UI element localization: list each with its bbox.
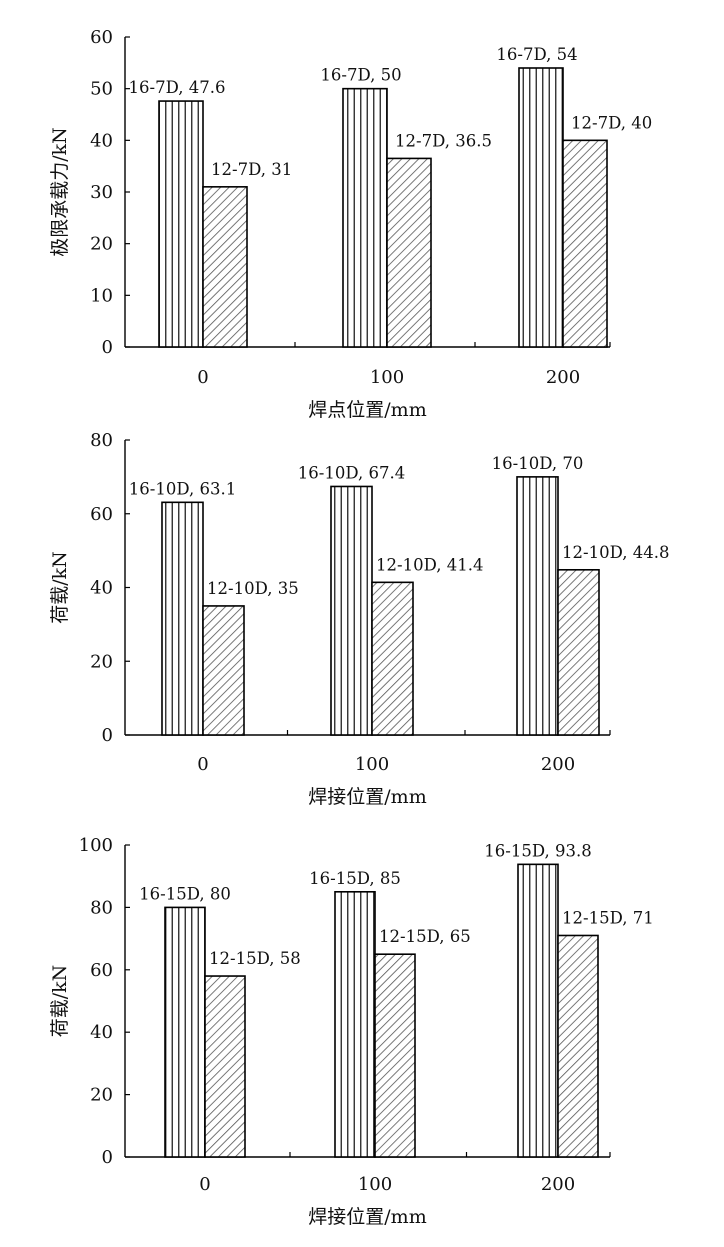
y-tick-label: 20 bbox=[90, 1085, 113, 1106]
y-tick-label: 0 bbox=[102, 1147, 113, 1168]
y-tick-label: 30 bbox=[90, 182, 113, 203]
bar-series-1 bbox=[334, 890, 376, 1158]
bar-series-1 bbox=[342, 87, 388, 348]
data-label: 16-10D, 67.4 bbox=[298, 463, 405, 482]
data-label: 12-7D, 36.5 bbox=[395, 131, 492, 150]
x-tick-label: 0 bbox=[197, 367, 208, 388]
bar-series-2 bbox=[374, 953, 416, 1158]
x-axis-title: 焊点位置/mm bbox=[308, 399, 426, 421]
y-tick-label: 40 bbox=[90, 1022, 113, 1043]
y-tick-label: 60 bbox=[90, 960, 113, 981]
x-tick-label: 0 bbox=[197, 754, 208, 775]
y-tick-label: 10 bbox=[90, 285, 113, 306]
y-tick-label: 60 bbox=[90, 27, 113, 48]
bar-series-2 bbox=[204, 975, 246, 1158]
data-label: 16-10D, 70 bbox=[492, 454, 584, 473]
data-label: 12-15D, 71 bbox=[562, 908, 654, 927]
bar-series-2 bbox=[386, 157, 432, 348]
x-axis-title: 焊接位置/mm bbox=[308, 1206, 426, 1228]
y-tick-label: 80 bbox=[90, 430, 113, 451]
y-tick-label: 50 bbox=[90, 79, 113, 100]
bar-series-1 bbox=[330, 485, 373, 736]
chart-panel-2: 0 20 40 60 80 0 100 200 16-10D, 63.1 16-10D, 67.4… bbox=[49, 430, 669, 808]
data-label: 16-7D, 54 bbox=[496, 45, 577, 64]
y-tick-label: 40 bbox=[90, 578, 113, 599]
x-axis-title: 焊接位置/mm bbox=[308, 786, 426, 808]
bar-series-2 bbox=[371, 581, 414, 736]
x-tick-label: 200 bbox=[546, 367, 580, 388]
data-label: 12-10D, 35 bbox=[207, 579, 299, 598]
data-label: 16-15D, 80 bbox=[139, 884, 231, 903]
data-label: 12-7D, 31 bbox=[211, 160, 292, 179]
x-tick-label: 200 bbox=[541, 754, 575, 775]
y-tick-label: 20 bbox=[90, 234, 113, 255]
data-label: 16-15D, 93.8 bbox=[484, 841, 591, 860]
data-label: 16-10D, 63.1 bbox=[129, 479, 236, 498]
x-tick-label: 100 bbox=[358, 1174, 392, 1195]
bar-series-1 bbox=[518, 67, 564, 348]
y-tick-label: 80 bbox=[90, 897, 113, 918]
x-tick-label: 100 bbox=[370, 367, 404, 388]
bar-series-1 bbox=[161, 501, 204, 736]
y-tick-label: 100 bbox=[79, 835, 113, 856]
data-label: 12-7D, 40 bbox=[571, 113, 652, 132]
data-label: 12-10D, 41.4 bbox=[376, 555, 483, 574]
bar-series-2 bbox=[557, 568, 600, 736]
x-tick-label: 0 bbox=[199, 1174, 210, 1195]
data-label: 16-7D, 47.6 bbox=[129, 78, 226, 97]
bar-series-1 bbox=[517, 863, 559, 1158]
y-axis-title: 荷载/kN bbox=[49, 551, 71, 624]
data-label: 12-15D, 65 bbox=[379, 927, 471, 946]
x-tick-label: 100 bbox=[355, 754, 389, 775]
data-label: 12-15D, 58 bbox=[209, 949, 301, 968]
chart-panel-1: 0 10 20 30 40 50 60 0 100 200 16-7D, 47.6 16-7D, 50… bbox=[49, 27, 652, 421]
y-tick-label: 20 bbox=[90, 651, 113, 672]
bar-series-2 bbox=[202, 605, 245, 736]
bar-series-2 bbox=[562, 139, 608, 348]
bar-series-2 bbox=[202, 186, 248, 348]
y-tick-label: 40 bbox=[90, 130, 113, 151]
y-tick-label: 0 bbox=[102, 337, 113, 358]
bar-series-1 bbox=[158, 100, 204, 348]
y-tick-label: 60 bbox=[90, 504, 113, 525]
data-label: 16-15D, 85 bbox=[309, 869, 401, 888]
data-label: 12-10D, 44.8 bbox=[562, 543, 669, 562]
bar-series-1 bbox=[516, 476, 559, 736]
data-label: 16-7D, 50 bbox=[320, 66, 401, 85]
y-tick-label: 0 bbox=[102, 725, 113, 746]
chart-panel-3: 0 20 40 60 80 100 0 100 200 16-15D, 80 16-15D, 85 1… bbox=[49, 835, 654, 1228]
bar-series-1 bbox=[164, 906, 206, 1158]
y-axis-title: 极限承载力/kN bbox=[49, 127, 71, 257]
bar-series-2 bbox=[557, 934, 599, 1158]
y-axis-title: 荷载/kN bbox=[49, 965, 71, 1038]
x-tick-label: 200 bbox=[541, 1174, 575, 1195]
